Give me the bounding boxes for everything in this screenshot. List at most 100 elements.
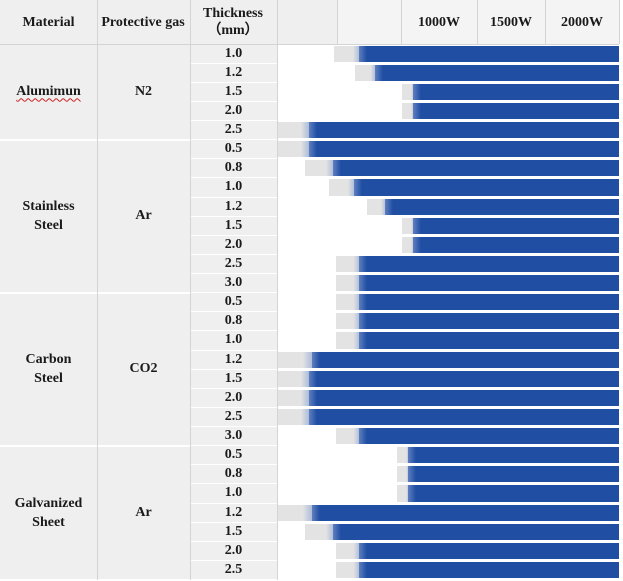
header-1000w: 1000W bbox=[418, 14, 460, 30]
gas-label: CO2 bbox=[129, 361, 158, 377]
row-separator bbox=[190, 483, 277, 485]
row-separator bbox=[190, 292, 277, 294]
bar-power-range bbox=[311, 504, 619, 521]
thickness-label: 1.2 bbox=[224, 64, 243, 80]
bar-power-range bbox=[309, 370, 619, 387]
header-cell bbox=[277, 0, 337, 44]
row-separator bbox=[190, 62, 277, 64]
thickness-cell bbox=[190, 503, 277, 523]
bar-leadin bbox=[335, 332, 361, 349]
vertical-gridline bbox=[545, 0, 546, 44]
material-cell bbox=[0, 139, 97, 293]
thickness-cell bbox=[190, 426, 277, 446]
bar-leadin bbox=[397, 466, 411, 483]
group-separator bbox=[0, 291, 190, 294]
gas-cell bbox=[97, 292, 190, 446]
row-separator bbox=[190, 81, 277, 83]
row-separator bbox=[190, 426, 277, 427]
bar-leadin bbox=[402, 236, 416, 253]
bar-power-range bbox=[358, 255, 619, 272]
vertical-gridline bbox=[277, 0, 278, 580]
thickness-cell bbox=[190, 560, 277, 580]
vertical-gridline bbox=[477, 0, 478, 44]
thickness-label: 0.8 bbox=[224, 466, 243, 482]
bar-power-range bbox=[413, 217, 619, 234]
thickness-label: 0.5 bbox=[224, 447, 243, 463]
thickness-cell bbox=[190, 120, 277, 140]
thickness-cell bbox=[190, 254, 277, 274]
thickness-label: 1.2 bbox=[224, 351, 243, 367]
thickness-label: 0.8 bbox=[224, 313, 243, 329]
bar-leadin bbox=[277, 351, 314, 368]
thickness-label: 1.5 bbox=[224, 83, 243, 99]
bar-leadin bbox=[305, 523, 335, 540]
thickness-label: 2.0 bbox=[224, 236, 243, 252]
material-label: Alumimun bbox=[0, 44, 97, 140]
material-cell bbox=[0, 292, 97, 446]
bar-power-range bbox=[358, 294, 619, 311]
thickness-label: 3.0 bbox=[224, 428, 243, 444]
vertical-gridline bbox=[401, 0, 402, 44]
bar-power-range bbox=[358, 313, 619, 330]
header-1500w: 1500W bbox=[490, 14, 532, 30]
bar-leadin bbox=[335, 294, 361, 311]
row-separator bbox=[190, 215, 277, 217]
material-name: Alumimun bbox=[16, 84, 81, 100]
bar-power-range bbox=[311, 351, 619, 368]
thickness-cell bbox=[190, 330, 277, 350]
thickness-cell bbox=[190, 350, 277, 370]
bar-leadin bbox=[277, 408, 312, 425]
thickness-cell bbox=[190, 235, 277, 255]
bar-power-range bbox=[413, 236, 619, 253]
bar-leadin bbox=[335, 275, 361, 292]
header-cell bbox=[97, 0, 190, 44]
bar-power-range bbox=[408, 447, 619, 464]
row-separator bbox=[190, 349, 277, 351]
bar-power-range bbox=[358, 561, 619, 578]
bar-power-range bbox=[309, 141, 619, 158]
thickness-label: 2.5 bbox=[224, 561, 243, 577]
bar-power-range bbox=[309, 408, 619, 425]
bar-power-range bbox=[375, 64, 619, 81]
material-name: Carbon Steel bbox=[25, 352, 72, 387]
row-separator bbox=[190, 234, 277, 236]
thickness-label: 2.0 bbox=[224, 102, 243, 118]
thickness-cell bbox=[190, 311, 277, 331]
material-label: Galvanized Sheet bbox=[0, 446, 97, 580]
thickness-cell bbox=[190, 483, 277, 503]
bar-leadin bbox=[397, 485, 411, 502]
thickness-cell bbox=[190, 464, 277, 484]
row-separator bbox=[190, 464, 277, 466]
bar-leadin bbox=[335, 313, 361, 330]
thickness-cell bbox=[190, 216, 277, 236]
bar-leadin bbox=[335, 255, 361, 272]
material-name: Galvanized Sheet bbox=[14, 495, 83, 530]
thickness-cell bbox=[190, 273, 277, 293]
bar-leadin bbox=[277, 141, 312, 158]
bar-leadin bbox=[333, 45, 361, 62]
vertical-gridline bbox=[97, 0, 98, 580]
header-cell bbox=[190, 0, 277, 44]
bar-leadin bbox=[402, 102, 416, 119]
thickness-label: 1.0 bbox=[224, 332, 243, 348]
bar-power-range bbox=[413, 102, 619, 119]
bar-power-range bbox=[309, 122, 619, 139]
gas-label: N2 bbox=[134, 83, 153, 99]
row-separator bbox=[190, 330, 277, 332]
thickness-label: 0.8 bbox=[224, 160, 243, 176]
row-separator bbox=[190, 445, 277, 447]
bar-power-range bbox=[408, 485, 619, 502]
thickness-cell bbox=[190, 522, 277, 542]
row-separator bbox=[190, 521, 277, 523]
row-separator bbox=[190, 196, 277, 198]
bar-power-range bbox=[332, 160, 619, 177]
bar-power-range bbox=[354, 179, 619, 196]
row-separator bbox=[190, 273, 277, 274]
row-separator bbox=[190, 368, 277, 370]
bar-leadin bbox=[335, 428, 361, 445]
bar-leadin bbox=[366, 198, 387, 215]
bar-power-range bbox=[408, 466, 619, 483]
